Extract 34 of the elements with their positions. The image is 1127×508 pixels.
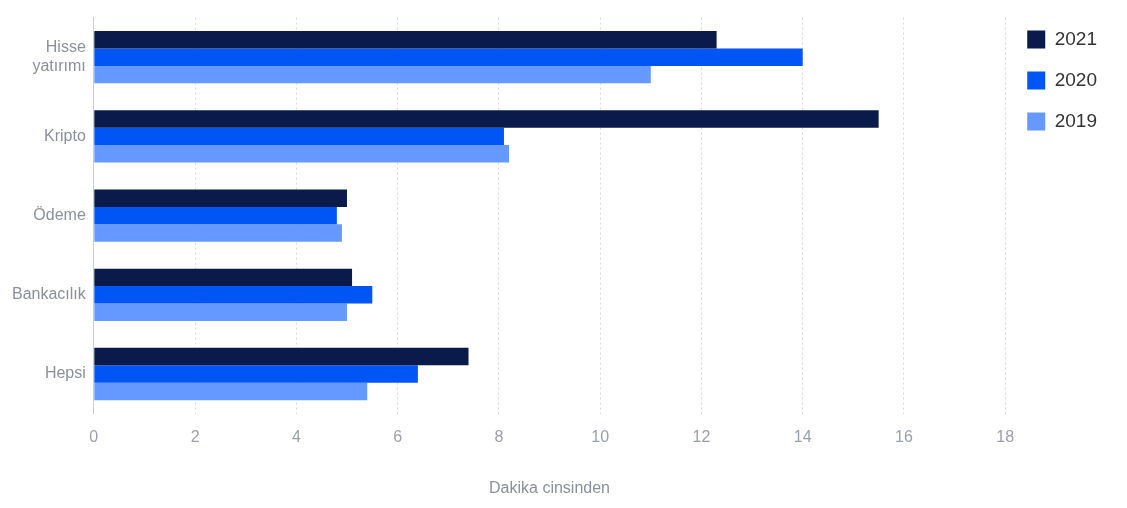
x-tick-label: 14 <box>793 427 812 445</box>
bar <box>94 127 504 146</box>
bar <box>94 286 373 304</box>
legend-label: 2021 <box>1054 27 1098 49</box>
bar <box>94 206 337 225</box>
bar <box>94 347 469 366</box>
x-tick-label: 6 <box>393 427 403 445</box>
bar <box>94 382 368 401</box>
legend-label: 2020 <box>1054 68 1098 90</box>
x-tick-label: 16 <box>895 427 913 445</box>
bar <box>94 365 418 383</box>
x-tick-label: 10 <box>591 427 610 445</box>
x-tick-label: 12 <box>692 427 711 445</box>
y-tick-label: Bankacılık <box>12 285 87 303</box>
x-tick-label: 4 <box>291 427 301 445</box>
bar <box>94 145 510 163</box>
bar <box>94 110 879 128</box>
y-tick-label: Kripto <box>44 126 86 144</box>
legend-label: 2019 <box>1054 109 1098 131</box>
bar <box>94 31 717 49</box>
x-axis-title: Dakika cinsinden <box>489 478 610 496</box>
y-tick-label: Hisse yatırımı <box>32 38 86 75</box>
bar <box>94 48 803 66</box>
y-tick-label: Hepsi <box>44 364 86 382</box>
x-tick-label: 2 <box>190 427 200 445</box>
bar <box>94 224 342 242</box>
bar <box>94 65 651 84</box>
x-tick-label: 8 <box>494 427 504 445</box>
y-tick-label: Ödeme <box>33 206 86 224</box>
bar <box>94 189 347 207</box>
x-tick-label: 0 <box>89 427 99 445</box>
bar <box>94 268 353 287</box>
bar <box>94 303 347 321</box>
x-tick-label: 18 <box>996 427 1015 445</box>
